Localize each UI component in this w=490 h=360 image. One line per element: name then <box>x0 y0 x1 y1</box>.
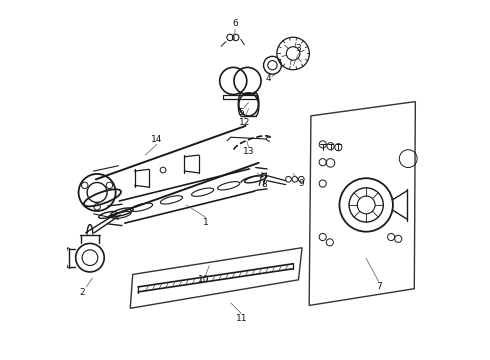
Text: 6: 6 <box>232 19 238 28</box>
Text: 1: 1 <box>203 218 209 227</box>
Text: 9: 9 <box>298 179 304 188</box>
Text: 8: 8 <box>262 180 268 189</box>
Text: 12: 12 <box>239 118 251 127</box>
Text: 4: 4 <box>266 74 271 83</box>
Text: 7: 7 <box>376 282 382 292</box>
Text: 10: 10 <box>198 275 210 284</box>
Text: 5: 5 <box>239 108 245 117</box>
Text: 3: 3 <box>295 44 301 53</box>
Text: 14: 14 <box>151 135 163 144</box>
Text: 11: 11 <box>236 315 247 324</box>
Text: 2: 2 <box>79 288 85 297</box>
Text: 13: 13 <box>243 147 254 156</box>
